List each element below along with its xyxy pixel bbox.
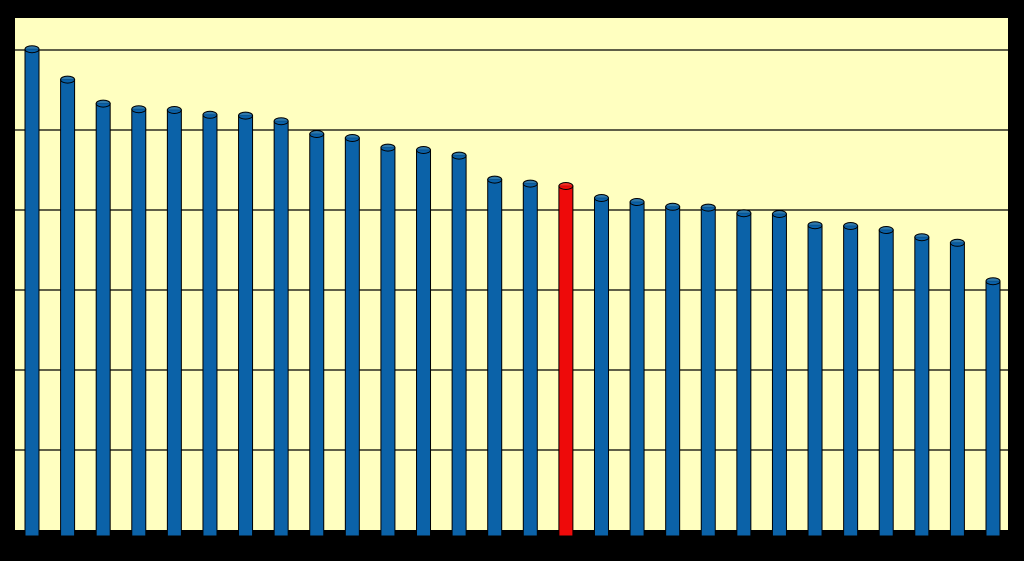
bar-top <box>131 105 147 114</box>
plot-area <box>15 18 1008 541</box>
bar <box>60 75 76 537</box>
bar-top <box>238 111 254 120</box>
bar-top <box>593 194 609 202</box>
bar-body <box>558 185 574 537</box>
bar-top <box>166 106 182 114</box>
bar <box>487 175 503 537</box>
bar <box>131 105 147 537</box>
bar <box>166 106 182 537</box>
bar-body <box>771 213 787 537</box>
bar <box>949 238 965 537</box>
bar <box>700 203 716 537</box>
bar-body <box>344 137 360 537</box>
bar <box>95 99 111 537</box>
bar <box>665 202 681 537</box>
bar-body <box>914 236 930 537</box>
bar-body <box>736 212 752 537</box>
bar-body <box>416 149 432 537</box>
bar-top <box>985 277 1001 286</box>
bar-body <box>985 280 1001 537</box>
bar-body <box>593 197 609 537</box>
bar-body <box>131 108 147 537</box>
bar-top <box>771 210 787 218</box>
bar-body <box>451 155 467 537</box>
bar <box>914 233 930 537</box>
bar <box>843 222 859 537</box>
bar-top <box>807 221 823 230</box>
bar-top <box>665 202 681 211</box>
bar <box>344 134 360 537</box>
bar-top <box>309 130 325 138</box>
bar-body <box>202 114 218 537</box>
bar-body <box>166 109 182 537</box>
bar <box>273 117 289 537</box>
bar-top <box>451 151 467 160</box>
bar <box>629 198 645 537</box>
bar-top <box>202 110 218 119</box>
bar <box>736 209 752 537</box>
bar-body <box>95 103 111 537</box>
bar-body <box>700 207 716 537</box>
bar-top <box>914 233 930 242</box>
bar-body <box>807 224 823 537</box>
bar-body <box>487 179 503 537</box>
bar-body <box>522 183 538 537</box>
bar-top <box>558 182 574 190</box>
bar-body <box>24 48 40 537</box>
bar-top <box>416 146 432 154</box>
bar-body <box>665 206 681 537</box>
bar-top <box>95 99 111 108</box>
bar-top <box>878 226 894 234</box>
bar-body <box>380 147 396 537</box>
bar-body <box>273 120 289 537</box>
bar-top <box>380 143 396 152</box>
bar <box>451 151 467 537</box>
bar <box>24 45 40 537</box>
bar-top <box>273 117 289 126</box>
bar <box>380 143 396 537</box>
bar-top <box>949 238 965 247</box>
bar-body <box>238 115 254 537</box>
bar-top <box>344 134 360 142</box>
bar-body <box>309 133 325 537</box>
bar <box>878 226 894 537</box>
bar-top <box>700 203 716 212</box>
bar <box>593 194 609 537</box>
bar-top <box>487 175 503 184</box>
bar-top <box>736 209 752 218</box>
bar-body <box>843 225 859 537</box>
floor <box>15 530 1008 541</box>
bar-body <box>629 201 645 537</box>
bar-top <box>60 75 76 84</box>
bar <box>238 111 254 537</box>
bar-body <box>60 79 76 537</box>
bar-top <box>629 198 645 206</box>
bar-top <box>522 179 538 188</box>
bar-body <box>949 242 965 537</box>
bar-body <box>878 229 894 537</box>
bar <box>807 221 823 537</box>
bar <box>522 179 538 537</box>
bar-top <box>24 45 40 54</box>
bar-top <box>843 222 859 230</box>
bar <box>416 146 432 537</box>
bar <box>558 182 574 537</box>
bar <box>309 130 325 537</box>
bar <box>771 210 787 537</box>
bar <box>985 277 1001 537</box>
bar <box>202 110 218 537</box>
